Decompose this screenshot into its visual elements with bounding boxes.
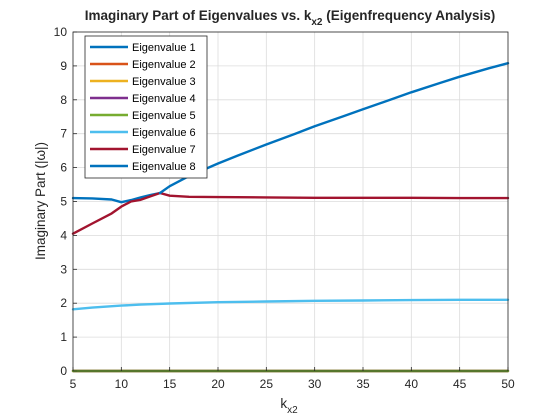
x-axis-label-subscript: x2 (287, 405, 298, 416)
x-tick-label: 15 (163, 377, 177, 391)
legend-entry: Eigenvalue 8 (132, 161, 196, 173)
x-tick-label: 10 (115, 377, 129, 391)
legend-entry: Eigenvalue 6 (132, 127, 196, 139)
x-axis-label-main: k (280, 396, 287, 411)
y-tick-label: 7 (60, 127, 67, 141)
y-tick-label: 9 (60, 59, 67, 73)
x-tick-label: 45 (453, 377, 467, 391)
x-tick-label: 30 (308, 377, 322, 391)
legend-entry: Eigenvalue 7 (132, 144, 196, 156)
y-tick-label: 3 (60, 262, 67, 276)
legend: Eigenvalue 1 Eigenvalue 2 Eigenvalue 3 Eige… (84, 35, 208, 179)
x-tick-label: 50 (501, 377, 515, 391)
x-axis-label: kx2 (280, 396, 298, 416)
x-tick-label: 5 (70, 377, 77, 391)
series-line-7 (71, 191, 510, 235)
chart-title-subscript: x2 (311, 17, 323, 28)
chart-title-main: Imaginary Part of Eigenvalues vs. k (85, 8, 312, 23)
series-line-6 (71, 298, 510, 311)
x-tick-label: 40 (405, 377, 419, 391)
y-tick-label: 5 (60, 195, 67, 209)
legend-entry: Eigenvalue 4 (132, 93, 196, 105)
y-tick-label: 6 (60, 161, 67, 175)
y-tick-label: 2 (60, 296, 67, 310)
chart-title-tail: (Eigenfrequency Analysis) (322, 8, 495, 23)
x-tick-label: 25 (260, 377, 274, 391)
y-tick-label: 8 (60, 93, 67, 107)
y-axis-label: Imaginary Part (|ω|) (33, 142, 48, 260)
series-line-1 (71, 191, 162, 204)
legend-entry: Eigenvalue 3 (132, 76, 196, 88)
x-tick-label: 20 (211, 377, 225, 391)
y-tick-label: 10 (54, 25, 68, 39)
x-tick-label: 35 (356, 377, 370, 391)
legend-entry: Eigenvalue 5 (132, 110, 196, 122)
y-tick-label: 0 (60, 364, 67, 378)
legend-box (84, 35, 208, 179)
y-tick-label: 4 (60, 228, 67, 242)
y-tick-label: 1 (60, 330, 67, 344)
chart-title: Imaginary Part of Eigenvalues vs. kx2 (E… (85, 8, 496, 28)
legend-entry: Eigenvalue 1 (132, 42, 196, 54)
legend-entry: Eigenvalue 2 (132, 59, 196, 71)
